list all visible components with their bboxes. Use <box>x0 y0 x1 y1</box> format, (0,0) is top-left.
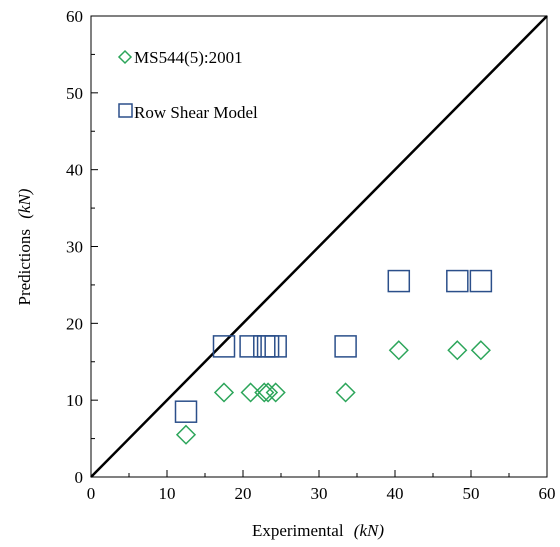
legend-item-ms544: MS544(5):2001 <box>117 48 243 67</box>
x-axis-unit: (kN) <box>354 521 385 540</box>
ms544-point <box>213 382 235 403</box>
x-tick-label: 10 <box>159 484 176 503</box>
ms544-point <box>335 382 356 403</box>
legend: MS544(5):2001 Row Shear Model <box>117 48 258 122</box>
x-tick-label: 0 <box>87 484 96 503</box>
row-shear-point <box>446 269 469 293</box>
ms544-point <box>265 382 286 403</box>
x-tick-label: 50 <box>463 484 480 503</box>
x-axis-label: Experimental <box>252 521 344 540</box>
y-axis-minor-ticks <box>91 53 95 440</box>
row-shear-point <box>469 269 493 293</box>
x-tick-label: 30 <box>311 484 328 503</box>
y-tick-label: 50 <box>66 84 83 103</box>
x-axis-title: Experimental (kN) <box>252 521 384 540</box>
y-tick-label: 30 <box>66 238 83 257</box>
y-axis-ticks: 0 10 20 30 40 50 60 <box>66 7 98 487</box>
ms544-point <box>447 340 468 361</box>
y-axis-title: Predictions (kN) <box>15 188 34 305</box>
legend-diamond-marker <box>117 49 133 65</box>
row-shear-point <box>174 400 198 423</box>
reference-line-1-to-1 <box>90 15 548 478</box>
row-shear-point <box>239 335 262 358</box>
y-axis-label: Predictions <box>15 229 34 306</box>
y-axis-unit: (kN) <box>15 188 34 219</box>
y-tick-label: 10 <box>66 391 83 410</box>
legend-label-ms544: MS544(5):2001 <box>134 48 243 67</box>
legend-item-row-shear: Row Shear Model <box>118 103 258 122</box>
plot-area-frame <box>90 15 548 478</box>
ms544-point <box>175 424 197 445</box>
ms544-point <box>470 340 491 361</box>
y-tick-label: 60 <box>66 7 83 26</box>
ms544-point <box>258 382 279 403</box>
legend-label-row-shear: Row Shear Model <box>134 103 258 122</box>
ms544-point <box>240 382 261 403</box>
legend-square-marker <box>118 103 133 118</box>
y-tick-label: 20 <box>66 314 83 333</box>
y-tick-label: 40 <box>66 161 83 180</box>
row-shear-point <box>264 335 287 358</box>
ms544-point <box>388 340 409 361</box>
x-tick-label: 40 <box>387 484 404 503</box>
data-points <box>174 269 493 445</box>
x-axis-ticks: 0 10 20 30 40 50 60 <box>87 470 556 503</box>
row-shear-point <box>387 269 411 293</box>
row-shear-point <box>334 335 357 358</box>
x-tick-label: 60 <box>539 484 556 503</box>
row-shear-point <box>212 335 236 358</box>
y-tick-label: 0 <box>75 468 84 487</box>
x-tick-label: 20 <box>235 484 252 503</box>
